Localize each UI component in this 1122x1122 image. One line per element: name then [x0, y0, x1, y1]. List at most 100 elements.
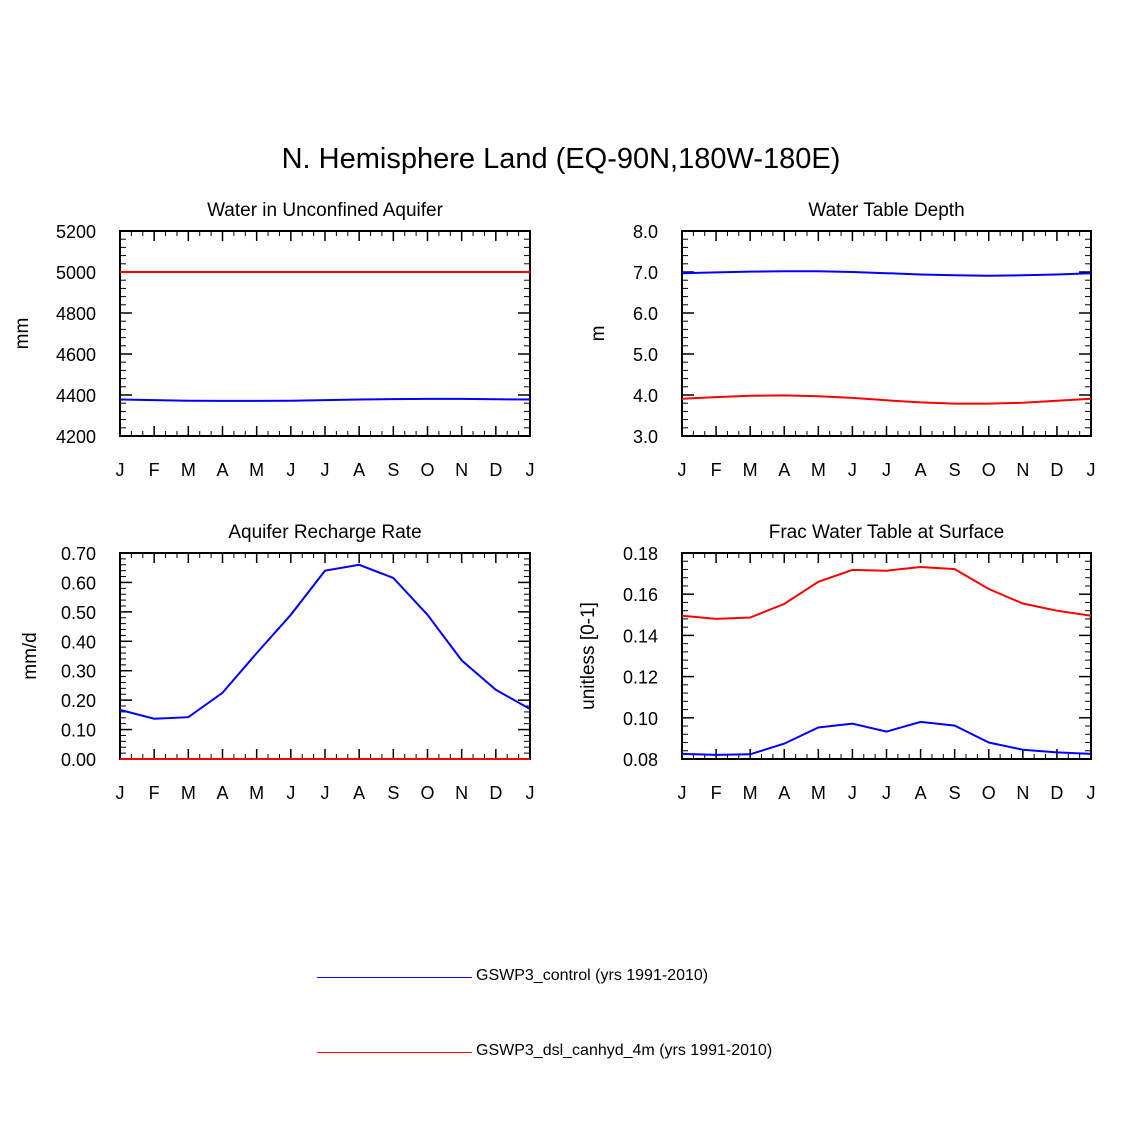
- plot-frame: [119, 230, 531, 437]
- y-tick-label: 4800: [56, 304, 96, 324]
- series-line-1: [681, 270, 1092, 277]
- x-tick-label: M: [249, 783, 264, 803]
- y-tick-label: 5000: [56, 263, 96, 283]
- x-tick-label: N: [455, 783, 468, 803]
- x-tick-label: S: [949, 460, 961, 480]
- y-tick-label: 3.0: [633, 427, 658, 447]
- y-tick-label: 4600: [56, 345, 96, 365]
- y-tick-label: 0.00: [61, 750, 96, 770]
- y-tick-label: 5200: [56, 222, 96, 242]
- panel-title: Water in Unconfined Aquifer: [207, 200, 444, 221]
- x-tick-label: M: [249, 460, 264, 480]
- x-tick-label: A: [778, 460, 790, 480]
- y-axis-label: mm: [12, 318, 33, 350]
- x-tick-label: J: [1087, 783, 1096, 803]
- x-tick-label: O: [982, 783, 996, 803]
- y-tick-label: 6.0: [633, 304, 658, 324]
- x-tick-label: A: [353, 783, 365, 803]
- x-tick-label: F: [149, 783, 160, 803]
- x-tick-label: O: [982, 460, 996, 480]
- y-tick-label: 8.0: [633, 222, 658, 242]
- x-tick-label: D: [489, 460, 502, 480]
- y-tick-label: 0.10: [623, 709, 658, 729]
- chart-panel-4: J F M A M J J A S O N D J0.080.100.120.140.160.18Fra…: [578, 522, 1096, 803]
- y-tick-label: 0.40: [61, 632, 96, 652]
- x-tick-label: A: [915, 460, 927, 480]
- y-axis-label: m: [588, 326, 609, 342]
- x-tick-label: J: [321, 783, 330, 803]
- x-tick-label: J: [116, 460, 125, 480]
- x-tick-label: A: [216, 460, 228, 480]
- x-tick-label: N: [1016, 460, 1029, 480]
- x-tick-label: A: [216, 783, 228, 803]
- x-tick-label: M: [743, 460, 758, 480]
- panel-title: Water Table Depth: [808, 200, 964, 221]
- x-tick-label: J: [526, 460, 535, 480]
- x-tick-label: A: [778, 783, 790, 803]
- y-tick-label: 0.14: [623, 626, 658, 646]
- chart-panel-1: J F M A M J J A S O N D J420044004600480050005200Wat…: [12, 200, 535, 480]
- legend-line-experiment: [317, 1052, 472, 1053]
- x-tick-label: A: [353, 460, 365, 480]
- series-line-1: [681, 720, 1092, 756]
- chart-panel-3: J F M A M J J A S O N D J0.000.100.200.300.400.500.6…: [20, 522, 535, 803]
- x-tick-label: M: [811, 460, 826, 480]
- y-tick-label: 4.0: [633, 386, 658, 406]
- x-tick-label: D: [489, 783, 502, 803]
- x-tick-label: N: [1016, 783, 1029, 803]
- y-tick-label: 4200: [56, 427, 96, 447]
- x-tick-label: S: [387, 460, 399, 480]
- y-tick-label: 5.0: [633, 345, 658, 365]
- x-tick-label: J: [678, 783, 687, 803]
- y-tick-label: 0.10: [61, 721, 96, 741]
- x-tick-label: M: [181, 783, 196, 803]
- y-tick-label: 0.50: [61, 603, 96, 623]
- plot-frame: [681, 230, 1092, 437]
- legend-line-control: [317, 977, 472, 978]
- series-line-1: [119, 563, 531, 720]
- panel-title: Frac Water Table at Surface: [769, 522, 1005, 543]
- y-tick-label: 0.16: [623, 585, 658, 605]
- panel-title: Aquifer Recharge Rate: [228, 522, 421, 543]
- x-tick-label: J: [678, 460, 687, 480]
- x-tick-label: M: [181, 460, 196, 480]
- series-line-1: [119, 397, 531, 402]
- x-tick-label: J: [286, 783, 295, 803]
- x-tick-label: N: [455, 460, 468, 480]
- y-tick-label: 0.70: [61, 544, 96, 564]
- x-tick-label: D: [1050, 460, 1063, 480]
- x-tick-label: O: [420, 783, 434, 803]
- x-tick-label: J: [321, 460, 330, 480]
- x-tick-label: M: [811, 783, 826, 803]
- series-line-2: [681, 565, 1092, 620]
- x-tick-label: D: [1050, 783, 1063, 803]
- y-tick-label: 0.30: [61, 662, 96, 682]
- x-tick-label: A: [915, 783, 927, 803]
- x-tick-label: S: [949, 783, 961, 803]
- y-axis-label: mm/d: [20, 632, 41, 680]
- x-tick-label: J: [848, 783, 857, 803]
- x-tick-label: J: [1087, 460, 1096, 480]
- x-tick-label: S: [387, 783, 399, 803]
- x-tick-label: J: [116, 783, 125, 803]
- series-line-2: [681, 394, 1092, 405]
- x-tick-label: J: [286, 460, 295, 480]
- legend-label-experiment: GSWP3_dsl_canhyd_4m (yrs 1991-2010): [476, 1042, 773, 1059]
- y-tick-label: 7.0: [633, 263, 658, 283]
- plot-frame: [681, 552, 1092, 760]
- y-tick-label: 0.12: [623, 668, 658, 688]
- x-tick-label: J: [848, 460, 857, 480]
- y-tick-label: 0.60: [61, 573, 96, 593]
- y-tick-label: 4400: [56, 386, 96, 406]
- y-axis-label: unitless [0-1]: [578, 602, 599, 710]
- x-tick-label: F: [149, 460, 160, 480]
- x-tick-label: O: [420, 460, 434, 480]
- x-tick-label: J: [882, 783, 891, 803]
- x-tick-label: M: [743, 783, 758, 803]
- plot-frame: [119, 552, 531, 760]
- y-tick-label: 0.18: [623, 544, 658, 564]
- y-tick-label: 0.08: [623, 750, 658, 770]
- x-tick-label: J: [882, 460, 891, 480]
